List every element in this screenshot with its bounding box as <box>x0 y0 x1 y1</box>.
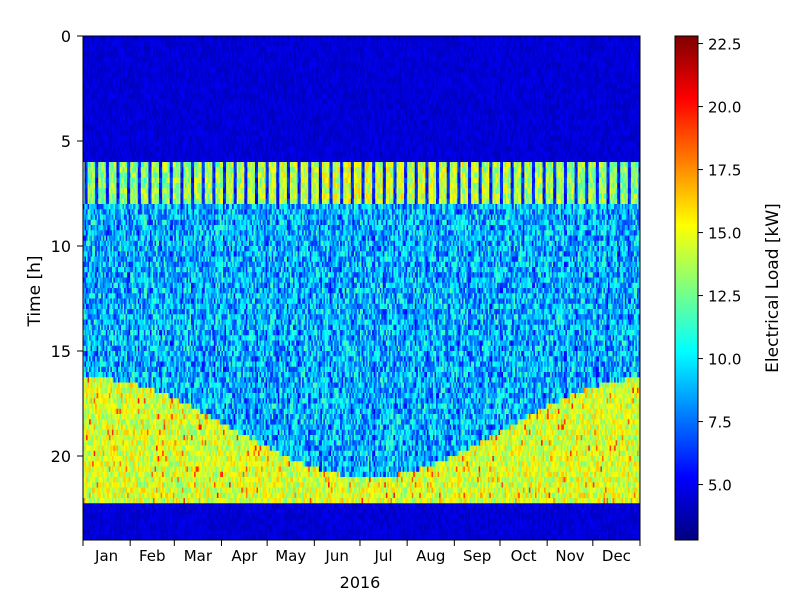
heatmap-cells <box>83 36 640 540</box>
heatmap-plot-area <box>83 36 640 540</box>
